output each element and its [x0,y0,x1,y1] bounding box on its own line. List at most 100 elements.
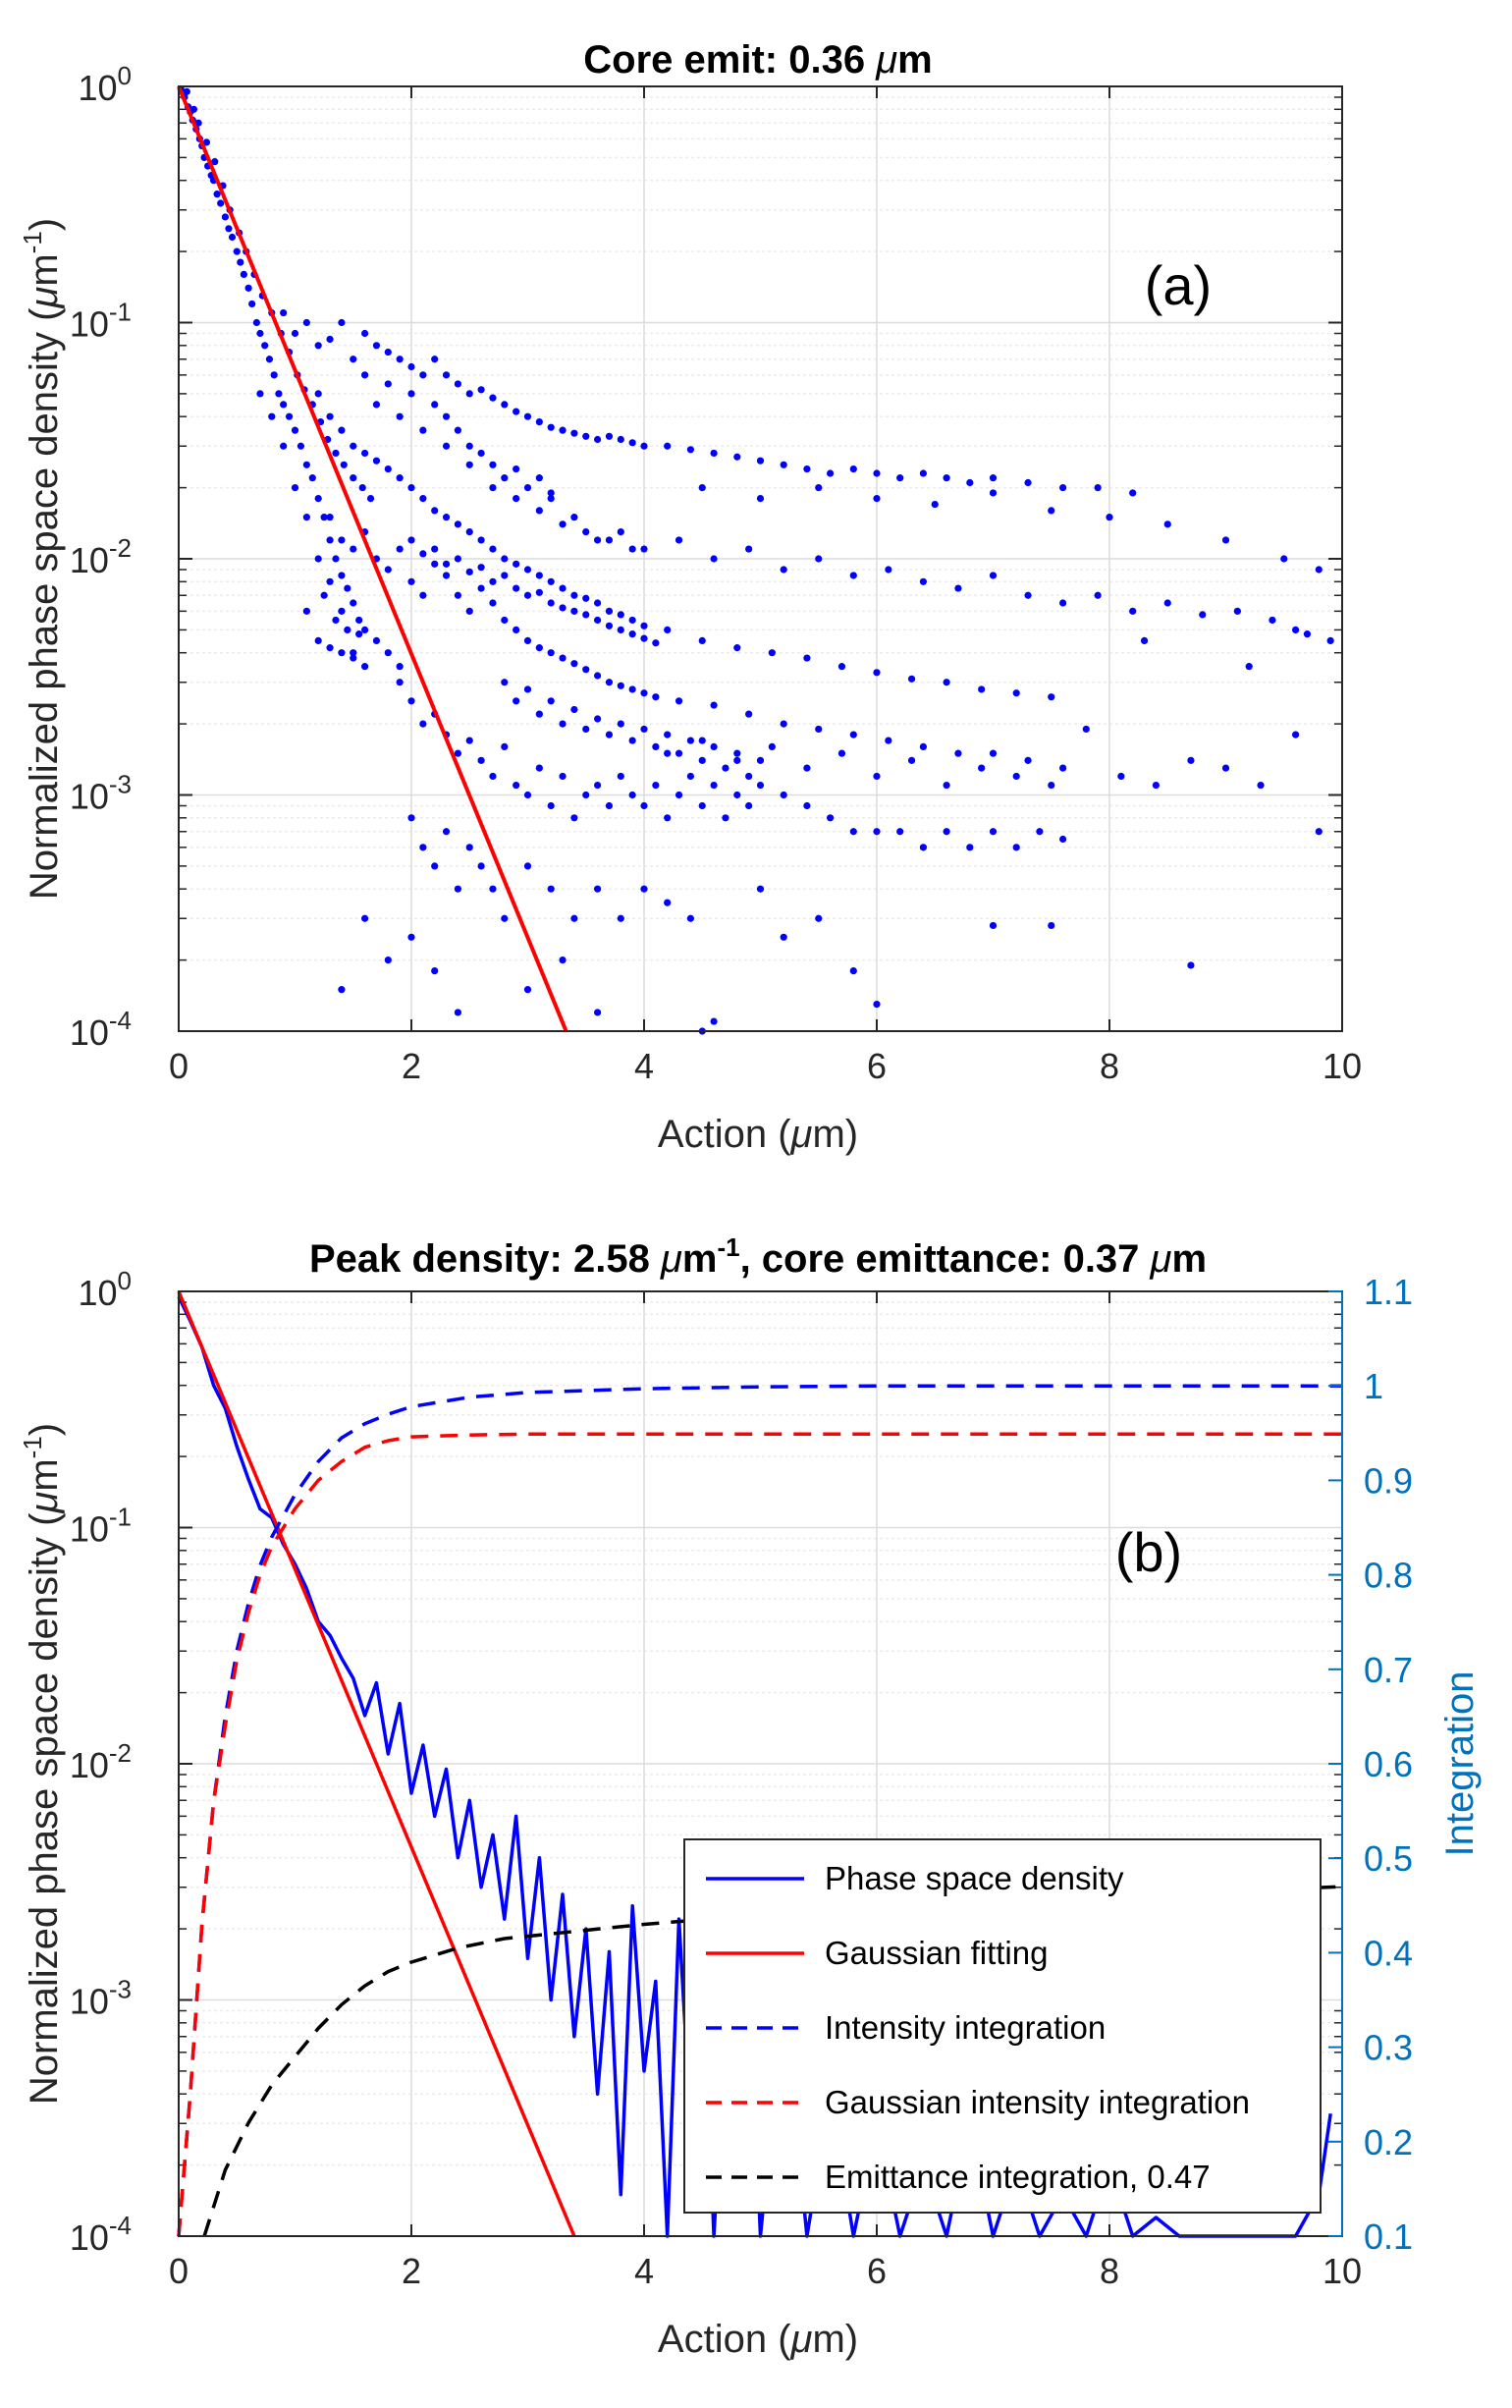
scatter-point [523,636,532,645]
y-tick-label: 10-2 [70,1738,132,1785]
scatter-point [501,572,509,579]
scatter-point [213,191,221,198]
scatter-point [756,495,765,503]
scatter-point [582,725,590,734]
scatter-point [1094,591,1102,599]
scatter-point [640,725,648,734]
scatter-point [570,607,578,615]
scatter-point [396,663,404,671]
scatter-point [523,986,532,994]
scatter-point [384,465,392,473]
scatter-point [407,814,415,822]
scatter-point [664,899,672,906]
scatter-point [733,756,741,764]
scatter-point [780,566,787,574]
scatter-point [280,308,288,317]
scatter-point [384,380,392,388]
scatter-point [710,742,718,751]
x-ticks-b: 0 2 4 6 8 10 [169,1291,1362,2291]
y-right-tick-label: 0.7 [1364,1650,1413,1690]
scatter-point [943,474,950,482]
scatter-point [547,423,555,431]
scatter-point [943,828,950,836]
scatter-point [523,591,532,599]
scatter-point [664,731,672,739]
scatter-point [1082,725,1090,734]
scatter-point [1233,607,1241,615]
scatter-point [664,814,672,822]
scatter-point [652,742,660,751]
scatter-point [640,442,648,450]
scatter-point [559,584,567,592]
scatter-point [523,566,532,574]
scatter-point [954,749,962,757]
scatter-point [628,737,636,744]
scatter-point [582,611,590,619]
scatter-point [523,412,532,420]
x-ticks-a: 0 2 4 6 8 10 [169,86,1362,1086]
scatter-point [344,626,351,633]
scatter-point [396,356,404,363]
x-tick-label: 2 [402,1046,421,1086]
scatter-point [194,119,202,127]
scatter-point [698,484,706,492]
scatter-point [594,885,602,893]
series-gaussian-intensity-integration [177,1432,1342,2237]
scatter-point [501,679,509,686]
scatter-point [308,474,316,482]
scatter-point [280,401,288,409]
scatter-point [431,862,439,870]
scatter-point [652,693,660,701]
scatter-point [338,986,346,994]
scatter-point [1199,611,1207,619]
scatter-point [326,577,334,585]
scatter-point [733,453,741,461]
scatter-point [326,412,334,420]
y-tick-label: 10-1 [70,298,132,345]
scatter-point [815,914,823,922]
scatter-point [1187,961,1195,969]
scatter-point [372,457,381,465]
scatter-point [501,401,509,409]
scatter-point [338,426,346,434]
scatter-point [989,489,998,497]
scatter-point [1048,781,1055,790]
legend-label: Phase space density [825,1860,1124,1896]
scatter-point [849,828,857,836]
scatter-point [302,461,310,468]
scatter-point [454,885,461,893]
panel-label-b: (b) [1115,1521,1182,1583]
scatter-point [326,514,334,521]
scatter-point [1269,616,1276,625]
scatter-point [989,828,998,836]
scatter-point [454,555,461,563]
scatter-point [686,446,695,454]
scatter-point [849,465,857,473]
scatter-point [384,649,392,657]
scatter-point [407,536,415,544]
scatter-point [873,469,881,477]
scatter-point [756,781,765,790]
scatter-point [314,495,322,503]
scatter-point [244,284,252,292]
scatter-point [698,737,706,744]
fit-line [177,85,568,1032]
scatter-point [594,599,602,607]
y-right-tick-label: 1 [1364,1366,1383,1406]
plot-area-b [177,1290,1343,2238]
scatter-point [350,545,357,553]
scatter-point [326,335,334,344]
scatter-point [396,679,404,686]
scatter-point [675,697,683,705]
scatter-point [1059,835,1067,844]
scatter-point [431,507,439,515]
scatter-point [1012,772,1020,781]
scatter-point [338,536,346,544]
scatter-point [605,622,614,629]
scatter-point [698,756,706,764]
y-ticks-b: 10-4 10-3 10-2 10-1 100 [70,1266,192,2258]
scatter-point [617,720,624,728]
scatter-point [617,527,624,536]
scatter-point [431,401,439,409]
